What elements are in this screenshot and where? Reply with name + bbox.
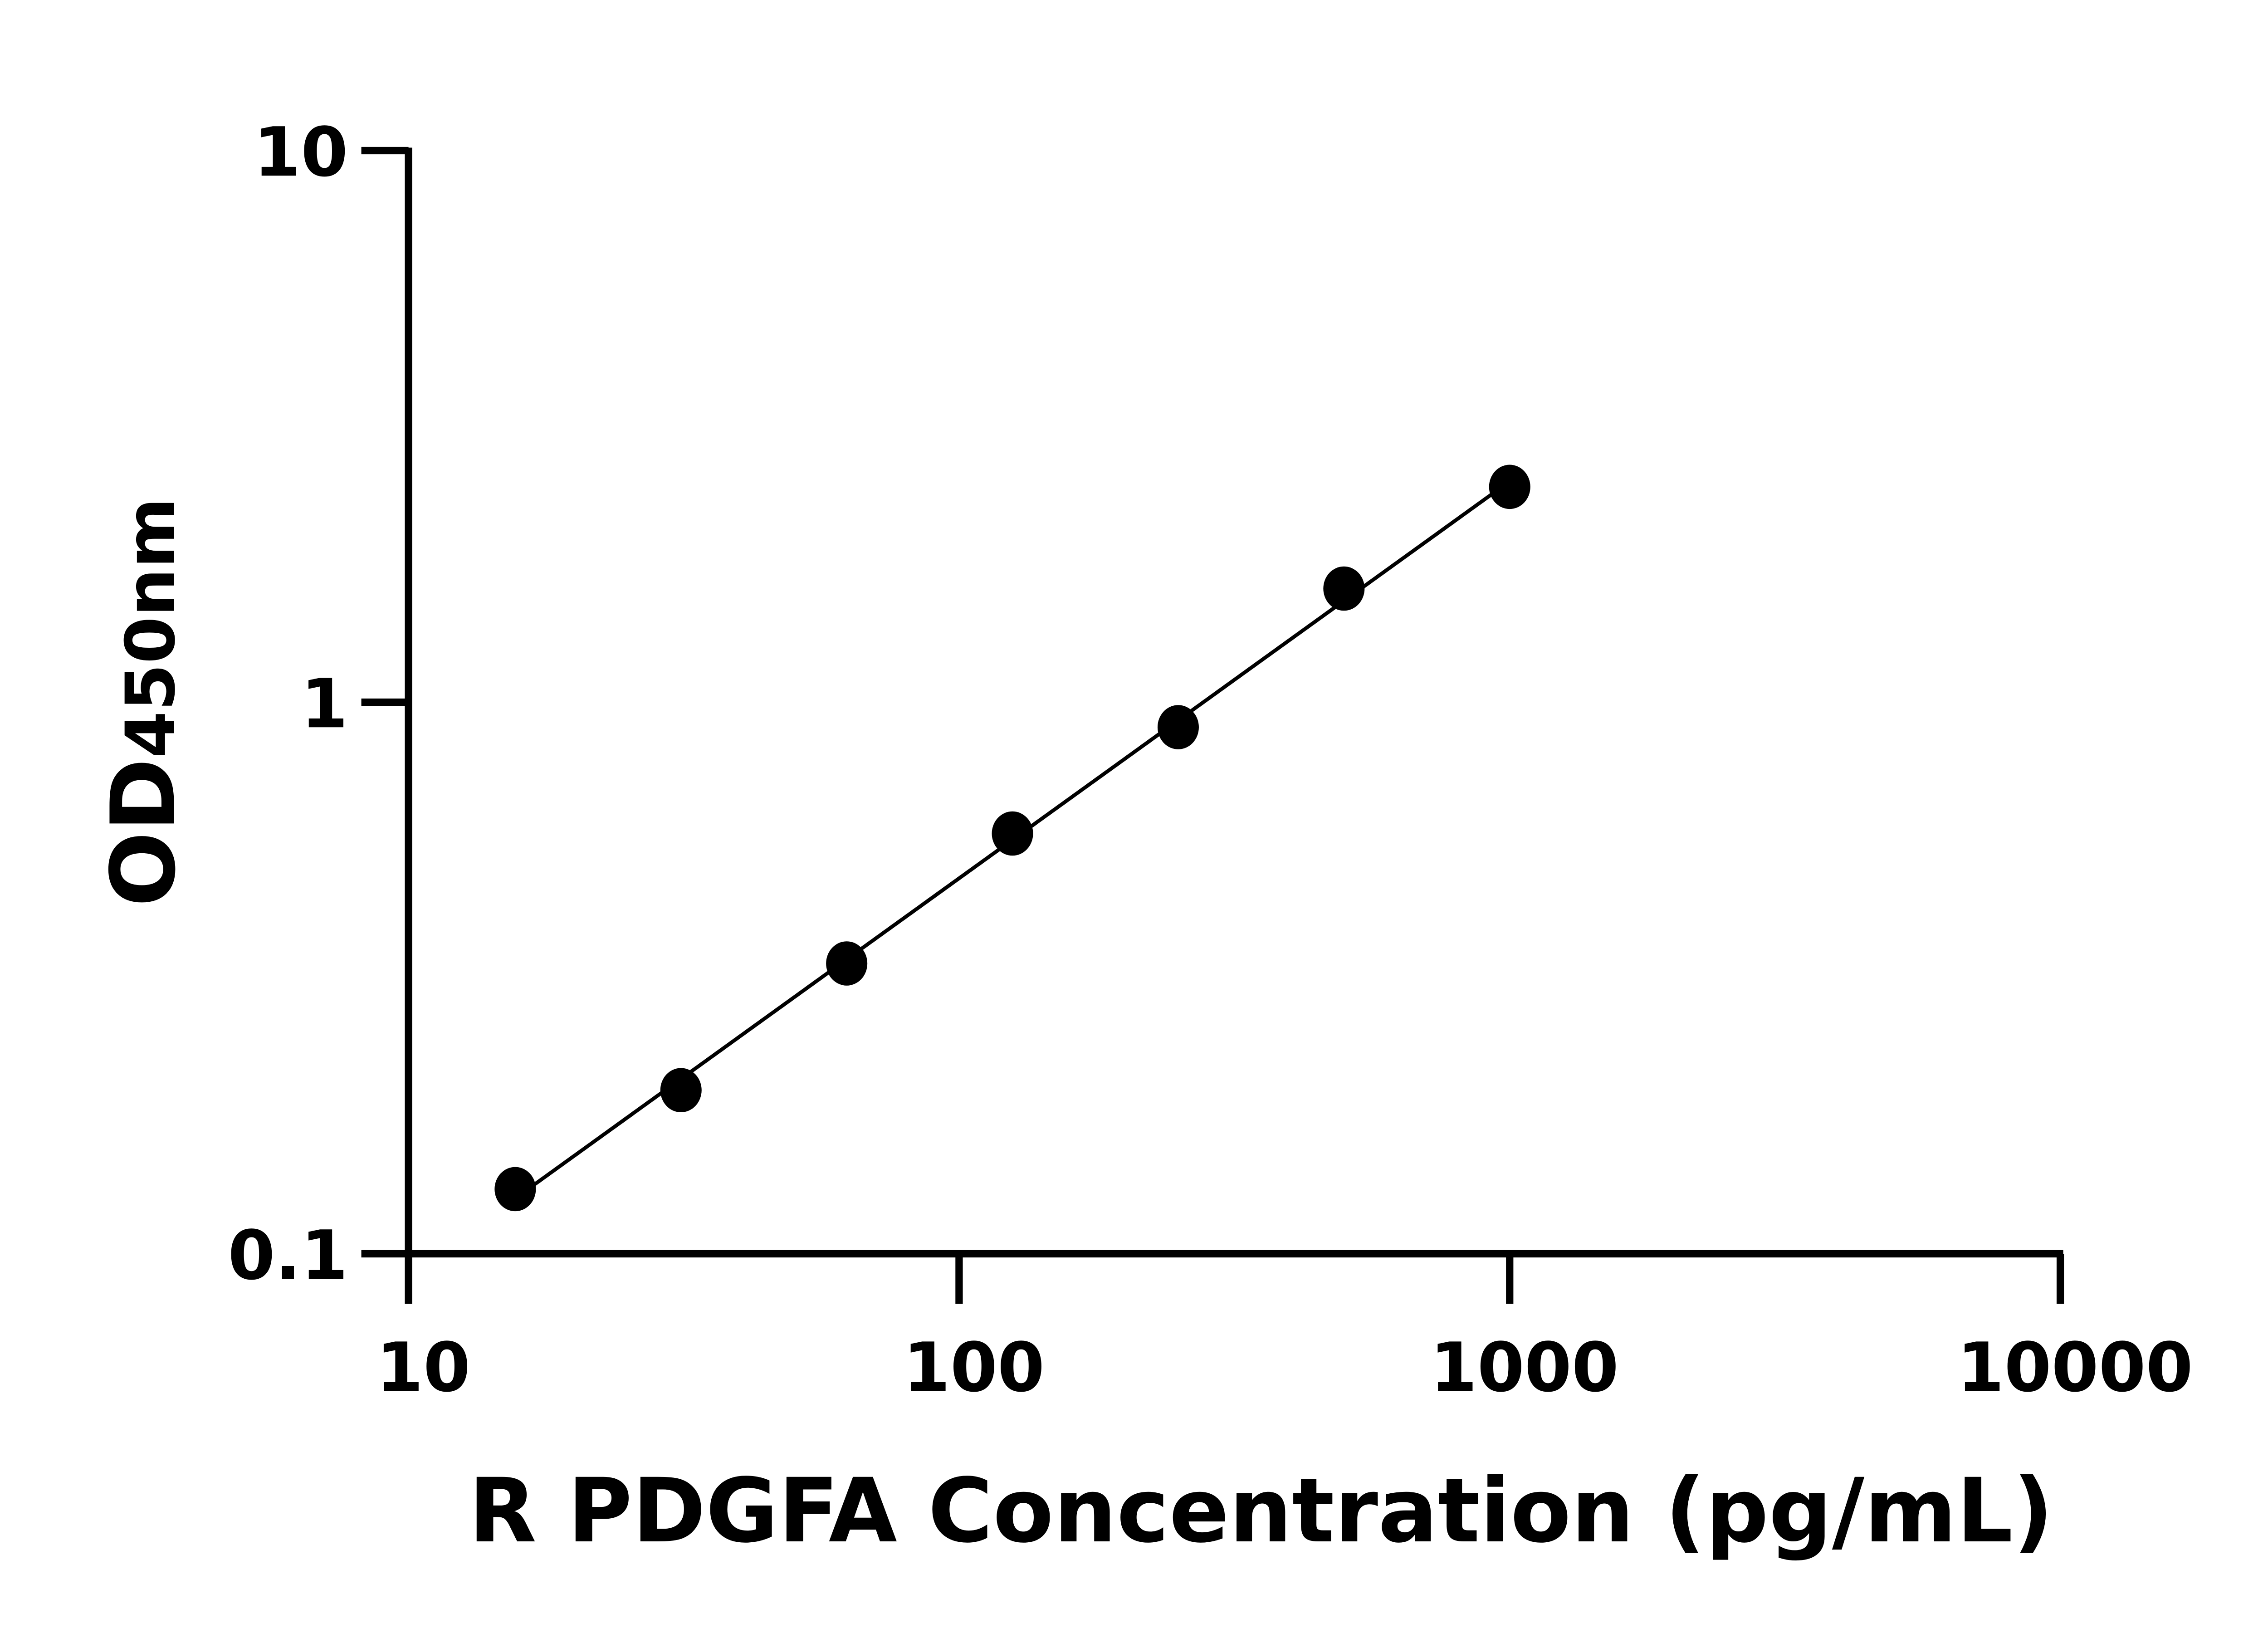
x-ticks: 10 100 1000 10000 (376, 1254, 2193, 1407)
x-axis-label: R PDGFA Concentration (pg/mL) (469, 1460, 2053, 1563)
y-axis-label-sub: 450nm (112, 498, 191, 758)
data-point (992, 811, 1033, 856)
x-tick-label: 1000 (1430, 1328, 1619, 1407)
x-tick-label: 100 (903, 1328, 1045, 1407)
data-point (1323, 566, 1365, 611)
y-axis-label: OD450nm (93, 498, 196, 907)
x-tick-label: 10000 (1957, 1328, 2193, 1407)
data-point (1157, 705, 1199, 749)
y-tick-label: 0.1 (228, 1216, 348, 1295)
data-point (1489, 464, 1530, 509)
y-ticks: 0.1 1 10 (228, 113, 409, 1295)
data-points (494, 464, 1530, 1212)
data-point (826, 941, 868, 986)
x-tick-label: 10 (376, 1328, 470, 1407)
y-axis-label-main: OD (93, 758, 196, 907)
y-tick-label: 1 (301, 665, 348, 743)
data-point (660, 1068, 702, 1113)
data-point (494, 1167, 536, 1212)
y-tick-label: 10 (254, 113, 348, 192)
